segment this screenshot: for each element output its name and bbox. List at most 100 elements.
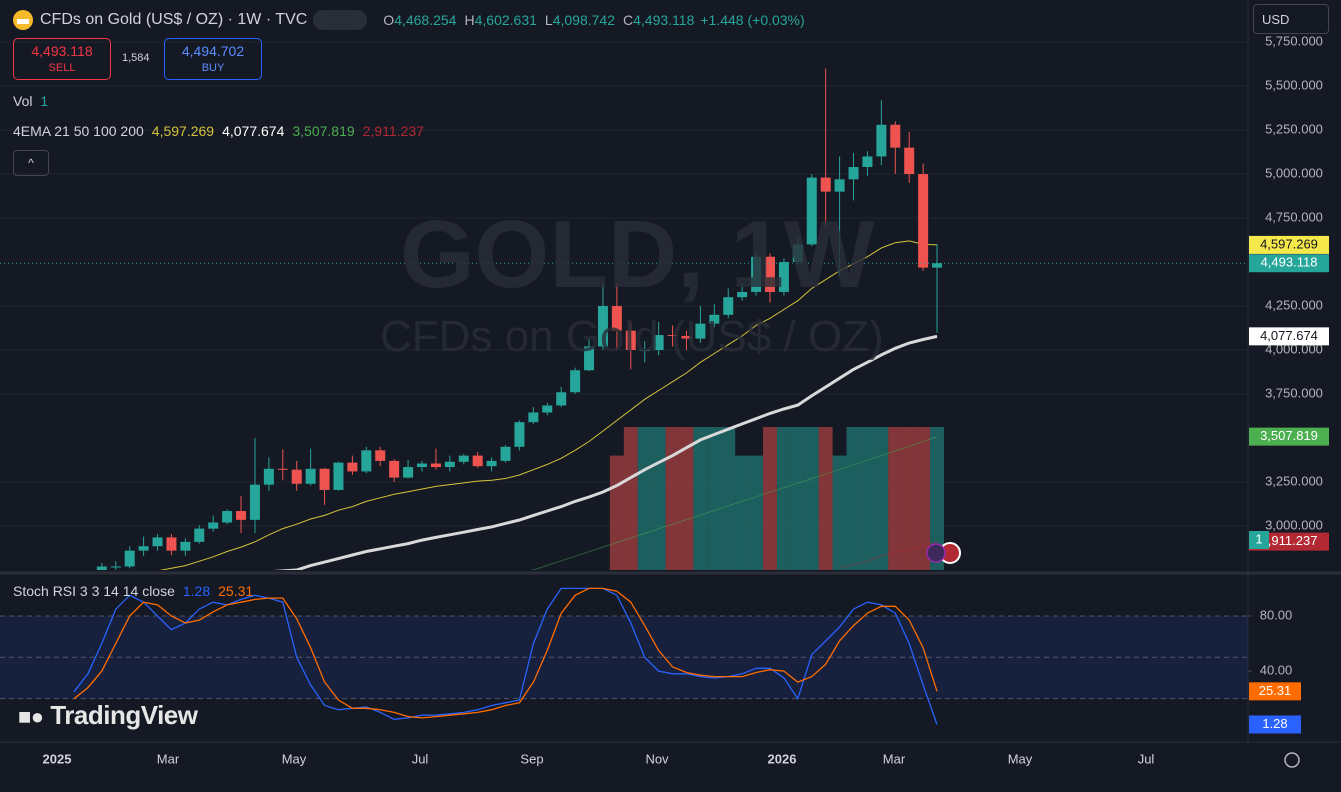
settings-icon[interactable]	[1284, 752, 1300, 768]
candle-body	[444, 461, 455, 468]
watermark-title: GOLD, 1W	[400, 201, 875, 308]
last-price-label-bg	[1249, 254, 1329, 273]
stoch-tick-label: 40.00	[1260, 663, 1293, 678]
candle-body	[361, 450, 372, 472]
candle-body	[430, 463, 441, 468]
x-tick-label: 2026	[768, 751, 797, 766]
volume-bar	[818, 427, 833, 570]
candle-body	[834, 179, 845, 192]
candle-body	[291, 469, 302, 484]
candle-body	[458, 455, 469, 462]
volume-bar	[846, 427, 861, 570]
y-tick-label: 4,750.000	[1265, 209, 1323, 224]
candle-body	[556, 392, 567, 406]
stoch-last-label: 1.28	[1262, 716, 1287, 731]
stoch-name: Stoch RSI 3 3 14 14 close	[13, 583, 175, 599]
volume-bar	[637, 427, 652, 570]
candle-body	[305, 468, 316, 484]
ohlc-key: C	[623, 12, 634, 28]
candle-body	[96, 566, 107, 570]
gold-icon	[13, 10, 33, 30]
volume-bar	[665, 427, 680, 570]
candle-body	[417, 463, 427, 468]
candle-body	[848, 166, 859, 180]
spread: 1,584	[122, 52, 150, 64]
watermark-subtitle: CFDs on Gold (US$ / OZ)	[380, 312, 884, 361]
candle-body	[180, 541, 191, 551]
volume-bar	[749, 455, 763, 570]
ohlc-value: 4,602.631	[474, 12, 537, 28]
candle-body	[222, 511, 233, 523]
stoch-tick-label: 80.00	[1260, 607, 1293, 622]
volume-bar	[804, 427, 819, 570]
header: CFDs on Gold (US$ / OZ) · 1W · TVC O4,46…	[12, 9, 805, 31]
sell-label: SELL	[48, 62, 76, 74]
sell-button[interactable]: 4,493.118 SELL	[13, 38, 111, 80]
stoch-legend: Stoch RSI 3 3 14 14 close 1.28 25.31	[13, 583, 253, 599]
volume-bar	[651, 427, 666, 570]
sell-price: 4,493.118	[31, 43, 93, 59]
volume-label: 1	[1255, 531, 1262, 546]
volume-bar	[707, 427, 722, 570]
candle-body	[110, 566, 121, 568]
volume-bar	[679, 427, 694, 570]
brand-name: TradingView	[50, 700, 198, 730]
ema-last-label: 3,507.819	[1260, 428, 1318, 443]
ema-name: 4EMA 21 50 100 200	[13, 123, 144, 139]
volume-bar	[860, 427, 875, 570]
candle-body	[667, 335, 678, 337]
volume-bar	[832, 455, 847, 570]
ema-line	[839, 541, 938, 569]
candle-body	[194, 528, 205, 542]
candle-body	[375, 450, 386, 461]
ema-legend-value: 3,507.819	[292, 123, 355, 139]
event-icon[interactable]	[926, 543, 946, 563]
volume-bar	[790, 427, 805, 570]
candle-body	[876, 124, 887, 157]
x-tick-label: Mar	[157, 751, 180, 766]
symbol[interactable]: CFDs on Gold (US$ / OZ) · 1W · TVC	[40, 11, 308, 28]
candle-body	[611, 306, 622, 331]
candle-body	[737, 291, 748, 298]
x-tick-label: Mar	[883, 751, 906, 766]
stoch-pane	[0, 587, 1248, 725]
y-tick-label: 3,750.000	[1265, 385, 1323, 400]
y-tick-label: 5,250.000	[1265, 121, 1323, 136]
ema-line	[273, 334, 938, 570]
candle-body	[249, 484, 260, 520]
candle-body	[918, 174, 929, 268]
ema-last-label-bg	[1249, 427, 1329, 446]
volume-bar	[930, 427, 944, 570]
candle-body	[597, 306, 608, 347]
candle-body	[208, 522, 219, 529]
currency-select[interactable]: USD	[1253, 4, 1329, 34]
candle-body	[820, 177, 831, 192]
ohlc-item: L4,098.742	[545, 12, 615, 28]
buy-button[interactable]: 4,494.702 BUY	[164, 38, 262, 80]
ohlc-key: L	[544, 12, 553, 28]
candle-body	[723, 297, 734, 315]
ema-last-label-bg	[1249, 327, 1329, 346]
candle-body	[904, 147, 915, 175]
ohlc-item: O4,468.254	[383, 12, 456, 28]
ohlc-item: C4,493.118	[623, 12, 694, 28]
ema-last-label: 2,911.237	[1261, 533, 1318, 548]
candle-body	[653, 335, 664, 351]
badge[interactable]	[313, 10, 368, 30]
volume-legend: Vol 1	[13, 93, 48, 109]
candle-body	[806, 177, 817, 245]
x-tick-label: Jul	[412, 751, 429, 766]
volume-value: 1	[40, 93, 49, 109]
y-tick-label: 5,500.000	[1265, 77, 1323, 92]
candle-body	[751, 256, 762, 292]
ohlc-key: O	[383, 12, 395, 28]
candle-body	[138, 546, 149, 551]
ohlc-key: H	[464, 12, 475, 28]
candle-body	[403, 467, 414, 478]
collapse-button[interactable]: ^	[13, 150, 49, 176]
x-tick-label: May	[1008, 751, 1033, 766]
ema-last-label-bg	[1249, 235, 1329, 254]
candle-body	[236, 511, 247, 520]
change: +1.448 (+0.03%)	[700, 12, 805, 28]
currency: USD	[1262, 12, 1290, 27]
